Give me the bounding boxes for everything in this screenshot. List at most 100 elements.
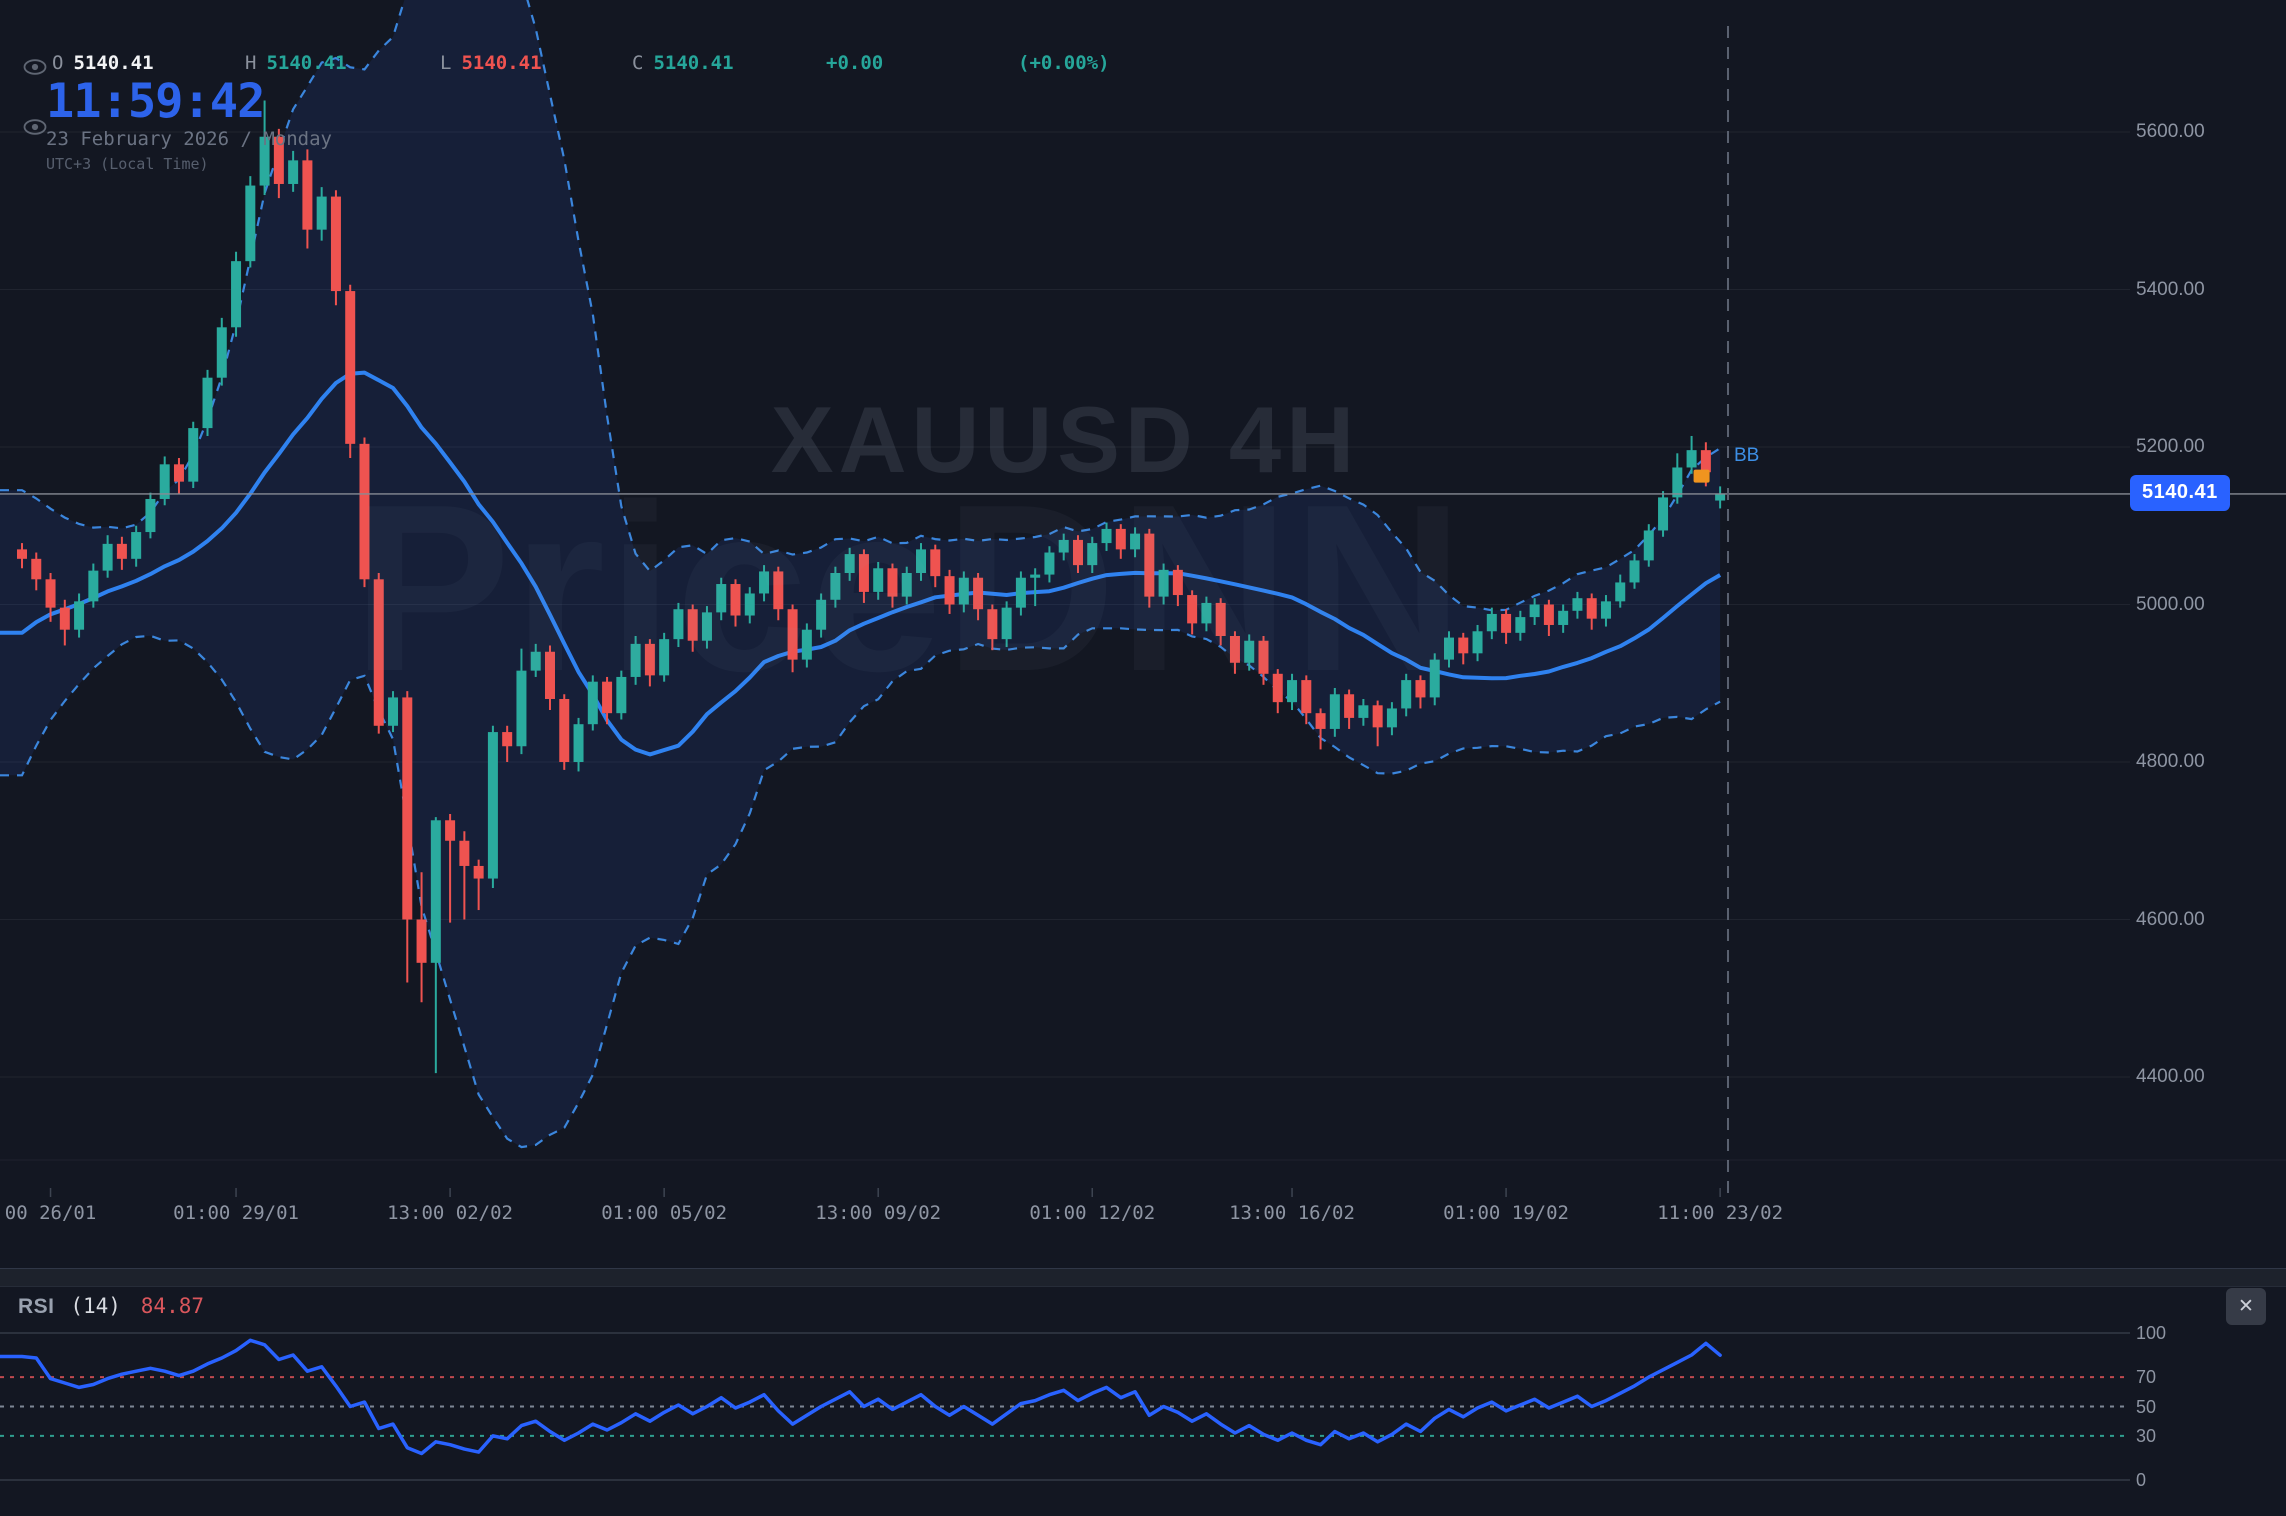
rsi-level-label: 0	[2136, 1470, 2147, 1490]
candle-body	[644, 643, 655, 676]
candle-body	[1001, 607, 1012, 640]
candle-body	[1144, 533, 1155, 597]
rsi-level-label: 70	[2136, 1367, 2157, 1388]
signal-marker	[1693, 469, 1710, 483]
candle-body	[1586, 598, 1597, 619]
candle-body	[45, 579, 56, 608]
candle-body	[245, 185, 256, 262]
candle-body	[1344, 694, 1355, 718]
candle-body	[459, 840, 470, 866]
candle-body	[1543, 604, 1554, 625]
price-tick-label: 4800.00	[2136, 751, 2205, 772]
candle-body	[701, 612, 712, 641]
price-pane	[0, 0, 1726, 1149]
candle-body	[188, 428, 199, 482]
candle-body	[1386, 708, 1397, 728]
candle-body	[987, 609, 998, 640]
candle-body	[873, 568, 884, 592]
candle-body	[74, 601, 85, 630]
rsi-level-label: 30	[2136, 1425, 2157, 1446]
candle-body	[1458, 637, 1469, 654]
candle-body	[388, 697, 399, 726]
candle-body	[59, 607, 70, 630]
rsi-level-label: 50	[2136, 1396, 2157, 1417]
time-tick-label: 11:00 23/02	[1657, 1202, 1784, 1224]
ohlc-open: O 5140.41	[52, 52, 154, 74]
candle-body	[302, 160, 313, 230]
candle-body	[1515, 617, 1526, 633]
candle-body	[630, 643, 641, 677]
rsi-level-label: 100	[2136, 1323, 2167, 1343]
price-tick-label: 5200.00	[2136, 436, 2205, 457]
candle-body	[559, 699, 570, 762]
candle-body	[1315, 713, 1326, 729]
candle-body	[416, 919, 427, 963]
candle-body	[787, 609, 798, 660]
visibility-eye-icon-indicator[interactable]	[22, 116, 48, 138]
ohlc-change-pct: (+0.00%)	[1018, 52, 1110, 74]
time-tick-label: 13:00 02/02	[387, 1202, 514, 1224]
candle-body	[487, 732, 498, 879]
candle-body	[1101, 528, 1112, 544]
candle-body	[273, 136, 284, 184]
candle-body	[1415, 680, 1426, 698]
candle-body	[901, 573, 912, 597]
candle-body	[1372, 705, 1383, 728]
candle-body	[116, 543, 127, 559]
candle-body	[659, 639, 670, 676]
candle-body	[930, 549, 941, 577]
candle-body	[1572, 598, 1583, 611]
rsi-period: (14)	[70, 1294, 121, 1318]
candle-body	[530, 651, 541, 671]
candle-body	[1030, 574, 1041, 578]
candle-body	[1615, 582, 1626, 602]
candle-body	[473, 865, 484, 879]
candle-body	[844, 554, 855, 573]
candle-body	[102, 543, 113, 571]
candle-body	[173, 464, 184, 482]
candle-body	[88, 570, 99, 602]
bb-upper-band	[0, 0, 1721, 612]
candle-body	[1087, 543, 1098, 566]
candle-body	[544, 651, 555, 699]
candle-body	[1401, 680, 1412, 709]
candle-body	[17, 549, 27, 559]
candle-body	[145, 498, 156, 533]
candle-body	[1715, 493, 1726, 501]
candle-body	[1472, 631, 1483, 654]
candle-body	[716, 584, 727, 613]
ohlc-change: +0.00	[826, 52, 884, 74]
time-tick-label: 13:00 16/02	[1229, 1202, 1355, 1224]
rsi-close-button[interactable]: ✕	[2226, 1288, 2266, 1325]
candle-body	[1429, 659, 1440, 698]
candle-body	[1258, 640, 1269, 674]
candle-body	[1301, 680, 1312, 714]
candle-body	[1629, 560, 1640, 583]
candle-body	[1215, 602, 1226, 636]
time-tick-label: 01:00 12/02	[1029, 1202, 1156, 1224]
candle-body	[673, 609, 684, 640]
candle-body	[687, 609, 698, 641]
candle-body	[516, 670, 527, 747]
visibility-eye-icon-ohlc[interactable]	[22, 56, 48, 78]
candle-body	[1244, 640, 1255, 663]
last-price-badge: 5140.41	[2130, 474, 2230, 511]
candle-body	[973, 577, 984, 610]
candle-body	[1058, 539, 1069, 553]
candle-body	[730, 584, 741, 616]
ohlc-low: L 5140.41	[440, 52, 542, 74]
ohlc-high: H 5140.41	[245, 52, 347, 74]
candle-body	[587, 681, 598, 725]
candle-body	[1187, 595, 1198, 624]
candle-body	[1329, 694, 1340, 729]
candle-body	[1686, 450, 1697, 468]
candle-body	[1501, 613, 1512, 633]
candle-body	[573, 724, 584, 762]
bb-lower-band	[0, 627, 1721, 1149]
price-tick-label: 5400.00	[2136, 278, 2205, 300]
candle-body	[602, 681, 613, 714]
candle-body	[858, 554, 869, 592]
rsi-header: RSI (14) 84.87	[18, 1294, 204, 1319]
